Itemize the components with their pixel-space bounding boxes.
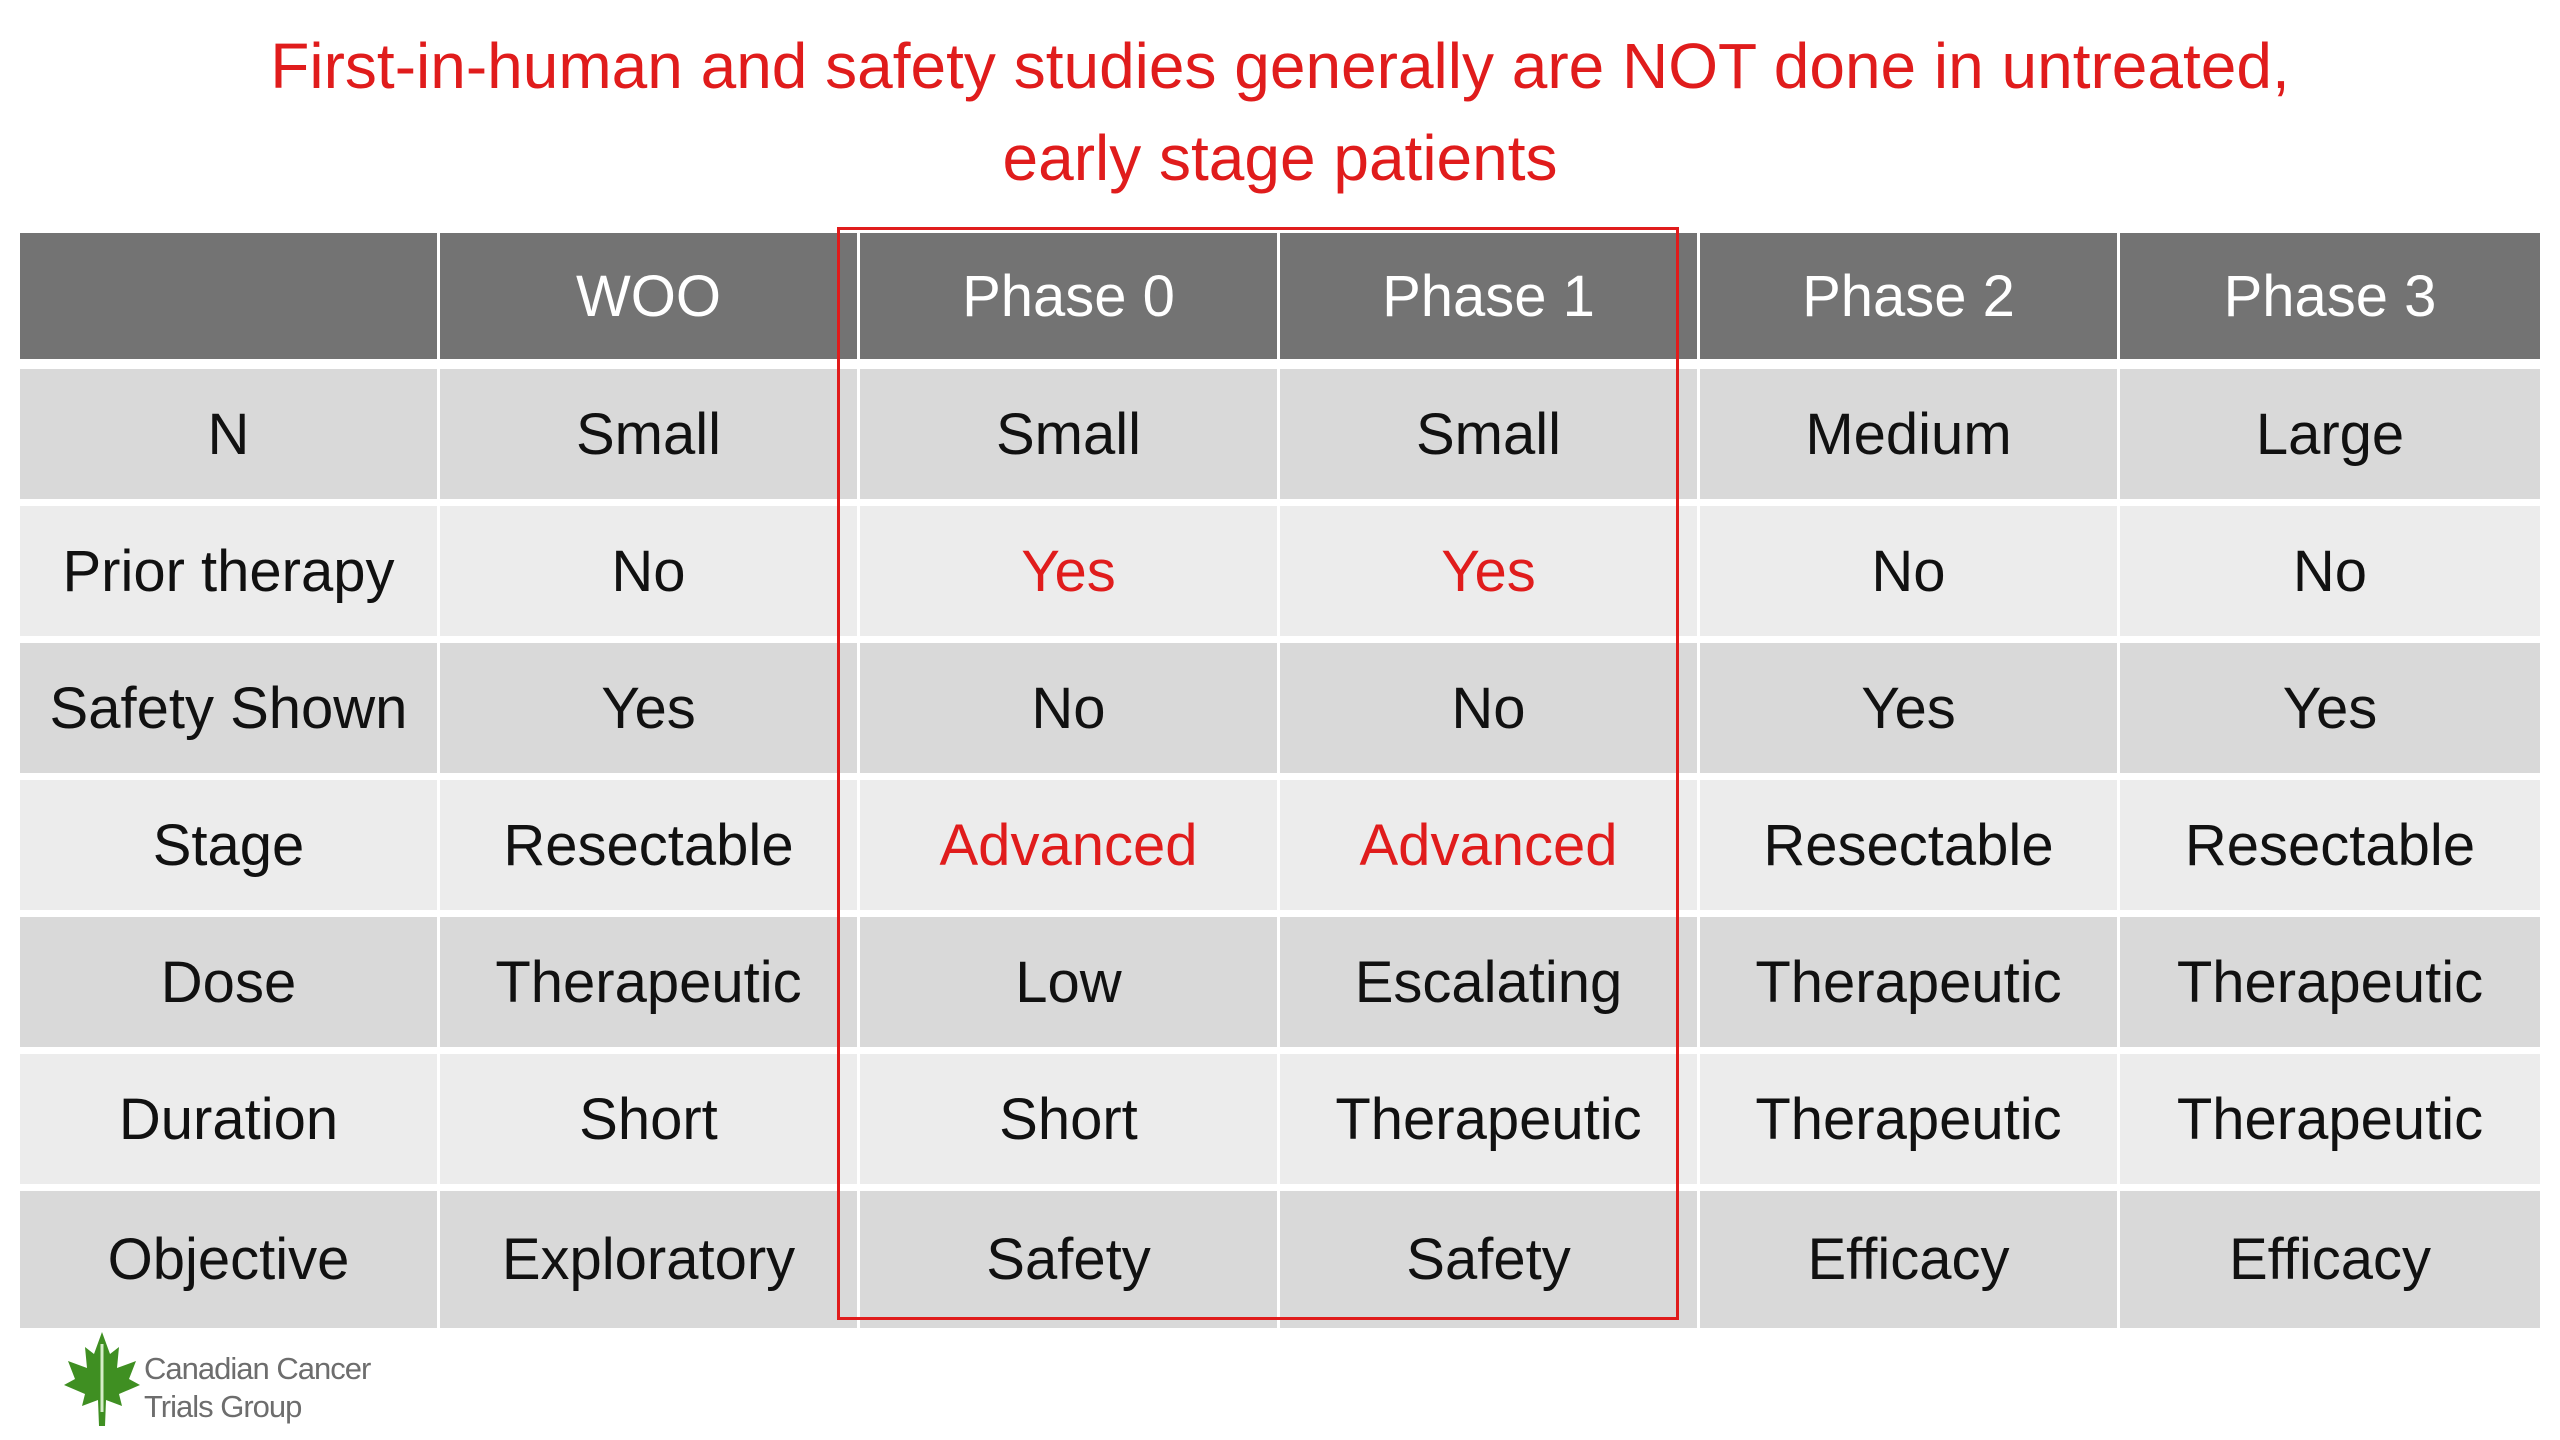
cell-n-phase-3: Large <box>2120 369 2540 506</box>
cell-n-woo: Small <box>440 369 860 506</box>
cell-duration-phase-1: Therapeutic <box>1280 1054 1700 1191</box>
cell-duration-phase-2: Therapeutic <box>1700 1054 2120 1191</box>
title-line-2: early stage patients <box>1002 122 1558 194</box>
header-phase-0: Phase 0 <box>860 233 1280 369</box>
cell-n-phase-1: Small <box>1280 369 1700 506</box>
row-label-dose: Dose <box>20 917 440 1054</box>
table-row-stage: Stage Resectable Advanced Advanced Resec… <box>20 780 2540 917</box>
cell-objective-woo: Exploratory <box>440 1191 860 1328</box>
cell-stage-phase-2: Resectable <box>1700 780 2120 917</box>
cell-prior-therapy-phase-2: No <box>1700 506 2120 643</box>
cell-safety-shown-phase-0: No <box>860 643 1280 780</box>
slide-title: First-in-human and safety studies genera… <box>120 20 2440 204</box>
header-woo: WOO <box>440 233 860 369</box>
cell-stage-phase-1: Advanced <box>1280 780 1700 917</box>
cell-objective-phase-1: Safety <box>1280 1191 1700 1328</box>
cell-safety-shown-phase-2: Yes <box>1700 643 2120 780</box>
canadian-cancer-trials-group-logo: Canadian Cancer Trials Group <box>64 1330 424 1430</box>
row-label-stage: Stage <box>20 780 440 917</box>
cell-prior-therapy-woo: No <box>440 506 860 643</box>
trial-phase-table: WOO Phase 0 Phase 1 Phase 2 Phase 3 N Sm… <box>20 233 2540 1328</box>
table-header-row: WOO Phase 0 Phase 1 Phase 2 Phase 3 <box>20 233 2540 369</box>
header-phase-2: Phase 2 <box>1700 233 2120 369</box>
cell-safety-shown-phase-1: No <box>1280 643 1700 780</box>
table-row-n: N Small Small Small Medium Large <box>20 369 2540 506</box>
table-row-duration: Duration Short Short Therapeutic Therape… <box>20 1054 2540 1191</box>
row-label-prior-therapy: Prior therapy <box>20 506 440 643</box>
cell-objective-phase-2: Efficacy <box>1700 1191 2120 1328</box>
row-label-objective: Objective <box>20 1191 440 1328</box>
cell-stage-phase-0: Advanced <box>860 780 1280 917</box>
logo-text: Canadian Cancer Trials Group <box>144 1350 371 1426</box>
cell-duration-phase-0: Short <box>860 1054 1280 1191</box>
cell-dose-woo: Therapeutic <box>440 917 860 1054</box>
title-line-1: First-in-human and safety studies genera… <box>270 30 2290 102</box>
maple-leaf-icon <box>64 1332 140 1426</box>
cell-dose-phase-0: Low <box>860 917 1280 1054</box>
cell-objective-phase-0: Safety <box>860 1191 1280 1328</box>
table-row-objective: Objective Exploratory Safety Safety Effi… <box>20 1191 2540 1328</box>
header-phase-1: Phase 1 <box>1280 233 1700 369</box>
logo-text-line-2: Trials Group <box>144 1389 302 1424</box>
cell-dose-phase-3: Therapeutic <box>2120 917 2540 1054</box>
logo-text-line-1: Canadian Cancer <box>144 1351 371 1386</box>
cell-stage-phase-3: Resectable <box>2120 780 2540 917</box>
table-row-dose: Dose Therapeutic Low Escalating Therapeu… <box>20 917 2540 1054</box>
row-label-duration: Duration <box>20 1054 440 1191</box>
row-label-n: N <box>20 369 440 506</box>
cell-n-phase-0: Small <box>860 369 1280 506</box>
cell-dose-phase-1: Escalating <box>1280 917 1700 1054</box>
cell-prior-therapy-phase-0: Yes <box>860 506 1280 643</box>
header-empty-cell <box>20 233 440 369</box>
table-row-safety-shown: Safety Shown Yes No No Yes Yes <box>20 643 2540 780</box>
cell-safety-shown-phase-3: Yes <box>2120 643 2540 780</box>
cell-prior-therapy-phase-1: Yes <box>1280 506 1700 643</box>
row-label-safety-shown: Safety Shown <box>20 643 440 780</box>
cell-stage-woo: Resectable <box>440 780 860 917</box>
cell-duration-woo: Short <box>440 1054 860 1191</box>
header-phase-3: Phase 3 <box>2120 233 2540 369</box>
cell-safety-shown-woo: Yes <box>440 643 860 780</box>
table-row-prior-therapy: Prior therapy No Yes Yes No No <box>20 506 2540 643</box>
cell-prior-therapy-phase-3: No <box>2120 506 2540 643</box>
cell-duration-phase-3: Therapeutic <box>2120 1054 2540 1191</box>
cell-n-phase-2: Medium <box>1700 369 2120 506</box>
comparison-table: WOO Phase 0 Phase 1 Phase 2 Phase 3 N Sm… <box>20 233 2540 1328</box>
cell-dose-phase-2: Therapeutic <box>1700 917 2120 1054</box>
cell-objective-phase-3: Efficacy <box>2120 1191 2540 1328</box>
